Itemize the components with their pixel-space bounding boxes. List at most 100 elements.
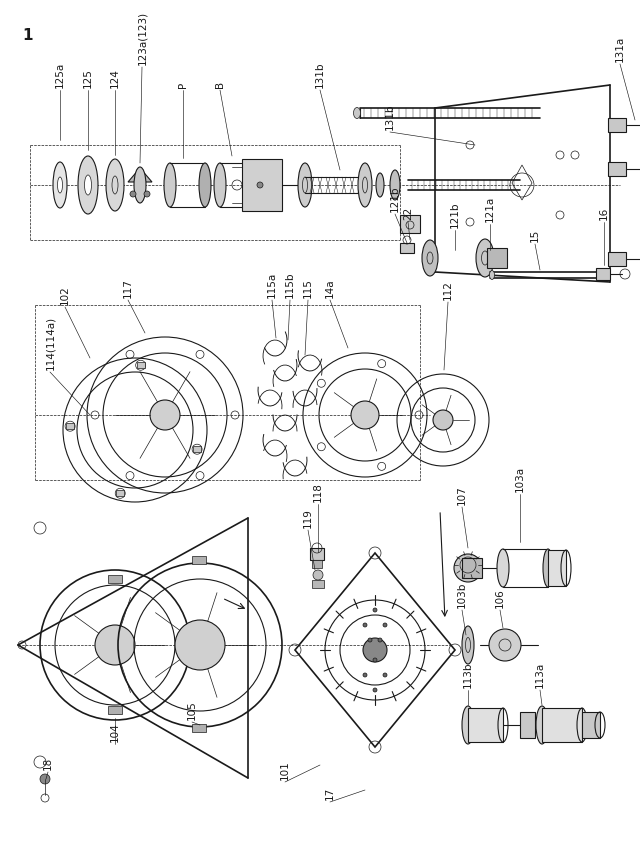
Text: 112: 112 [443, 280, 453, 300]
Text: 115a: 115a [267, 271, 277, 298]
Text: 131a: 131a [615, 36, 625, 62]
Circle shape [373, 688, 377, 692]
Text: 125a: 125a [55, 62, 65, 88]
Circle shape [433, 410, 453, 430]
Ellipse shape [106, 159, 124, 211]
Ellipse shape [422, 240, 438, 276]
Text: 102: 102 [60, 285, 70, 305]
Bar [193, 446, 201, 452]
Bar [108, 706, 122, 714]
Bar [596, 268, 610, 280]
Text: 119: 119 [303, 508, 313, 528]
Bar [108, 575, 122, 583]
Circle shape [373, 658, 377, 662]
Bar [608, 118, 626, 132]
Bar [312, 560, 322, 568]
Bar [487, 248, 507, 268]
Circle shape [150, 400, 180, 430]
Bar [548, 550, 566, 586]
Circle shape [363, 638, 387, 662]
Circle shape [383, 673, 387, 677]
Circle shape [378, 638, 382, 642]
Text: 14a: 14a [325, 278, 335, 298]
Text: 115b: 115b [285, 271, 295, 298]
Circle shape [373, 608, 377, 612]
Ellipse shape [543, 549, 553, 587]
Text: 121b: 121b [390, 186, 400, 212]
Text: 125: 125 [83, 68, 93, 88]
Text: 107: 107 [457, 485, 467, 505]
Circle shape [351, 401, 379, 429]
Bar [582, 712, 600, 738]
Text: 123a(123): 123a(123) [137, 11, 147, 65]
Circle shape [454, 554, 482, 582]
Text: 15: 15 [530, 229, 540, 242]
Bar [192, 556, 206, 564]
Bar [542, 708, 582, 742]
Ellipse shape [376, 173, 384, 197]
Ellipse shape [476, 239, 494, 277]
Text: B: B [215, 81, 225, 88]
Ellipse shape [78, 156, 98, 214]
Ellipse shape [358, 163, 372, 207]
Bar [310, 548, 324, 560]
Text: 106: 106 [495, 588, 505, 608]
Circle shape [489, 629, 521, 661]
Text: 124: 124 [110, 68, 120, 88]
Ellipse shape [497, 549, 509, 587]
Text: 131b: 131b [385, 104, 395, 130]
Text: 117: 117 [123, 278, 133, 298]
Text: 18: 18 [43, 757, 53, 770]
Circle shape [257, 182, 263, 188]
Circle shape [368, 638, 372, 642]
Text: P: P [178, 82, 188, 88]
Bar [242, 159, 282, 211]
Text: 103a: 103a [515, 465, 525, 492]
Bar [312, 580, 324, 588]
Circle shape [383, 623, 387, 627]
Bar [400, 215, 420, 233]
Text: 101: 101 [280, 760, 290, 780]
Text: 118: 118 [313, 483, 323, 502]
Ellipse shape [84, 175, 92, 195]
Ellipse shape [134, 167, 146, 203]
Ellipse shape [462, 706, 474, 744]
Text: 104: 104 [110, 722, 120, 742]
Text: 1: 1 [22, 28, 33, 43]
Ellipse shape [199, 163, 211, 207]
Circle shape [40, 774, 50, 784]
Circle shape [363, 673, 367, 677]
Text: 113b: 113b [463, 661, 473, 688]
Bar [468, 708, 503, 742]
Bar [192, 724, 206, 732]
Bar [520, 712, 535, 738]
Circle shape [130, 191, 136, 197]
Text: 131b: 131b [315, 61, 325, 88]
Ellipse shape [353, 107, 360, 118]
Circle shape [144, 191, 150, 197]
Bar [608, 162, 626, 176]
Text: 17: 17 [325, 787, 335, 800]
Polygon shape [128, 168, 152, 182]
Circle shape [363, 623, 367, 627]
Bar [137, 363, 145, 368]
Text: 121a: 121a [485, 196, 495, 222]
Text: 115: 115 [303, 278, 313, 298]
Circle shape [175, 620, 225, 670]
Ellipse shape [58, 177, 63, 193]
Ellipse shape [298, 163, 312, 207]
Circle shape [95, 625, 135, 665]
Text: 22: 22 [403, 207, 413, 220]
Ellipse shape [53, 162, 67, 208]
Ellipse shape [214, 163, 226, 207]
Bar [608, 252, 626, 266]
Ellipse shape [462, 626, 474, 664]
Ellipse shape [536, 706, 548, 744]
Ellipse shape [490, 271, 495, 279]
Text: 121b: 121b [450, 202, 460, 228]
Text: 114(114a): 114(114a) [45, 316, 55, 370]
Ellipse shape [390, 170, 400, 200]
Bar [400, 243, 414, 253]
Bar [66, 423, 74, 429]
Text: 113a: 113a [535, 662, 545, 688]
